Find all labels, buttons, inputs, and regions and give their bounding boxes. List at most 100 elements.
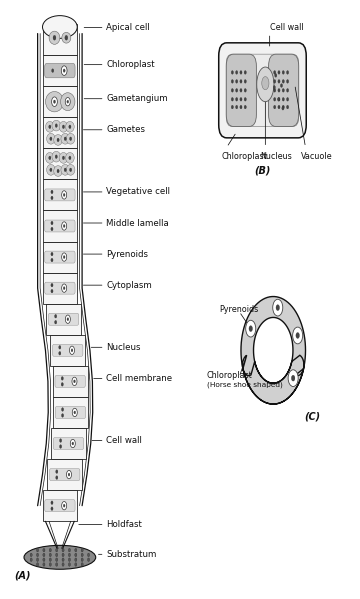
- Ellipse shape: [49, 31, 60, 44]
- FancyBboxPatch shape: [53, 437, 84, 449]
- Ellipse shape: [66, 122, 74, 132]
- Circle shape: [61, 383, 63, 386]
- FancyBboxPatch shape: [269, 54, 299, 126]
- Circle shape: [63, 225, 65, 228]
- Circle shape: [62, 501, 67, 510]
- Circle shape: [55, 558, 58, 561]
- Circle shape: [62, 548, 64, 552]
- Bar: [53, 366, 87, 397]
- Text: Holdfast: Holdfast: [107, 520, 142, 529]
- Circle shape: [278, 98, 280, 101]
- Circle shape: [278, 98, 280, 101]
- Text: (B): (B): [254, 165, 271, 176]
- Bar: [42, 55, 77, 86]
- Text: Gametes: Gametes: [107, 125, 145, 134]
- Text: Substratum: Substratum: [107, 550, 157, 559]
- Circle shape: [282, 80, 284, 83]
- Ellipse shape: [52, 120, 60, 131]
- Ellipse shape: [54, 166, 62, 176]
- Circle shape: [57, 138, 59, 142]
- Circle shape: [63, 504, 65, 507]
- Circle shape: [240, 71, 242, 74]
- Circle shape: [30, 558, 32, 561]
- Circle shape: [54, 100, 55, 104]
- Circle shape: [61, 377, 63, 380]
- Circle shape: [55, 548, 58, 552]
- Circle shape: [36, 548, 39, 552]
- Circle shape: [53, 35, 56, 40]
- Ellipse shape: [66, 153, 74, 164]
- Text: Nucleus: Nucleus: [261, 152, 292, 161]
- Text: Chloroplast: Chloroplast: [107, 60, 155, 69]
- Circle shape: [71, 349, 73, 352]
- Circle shape: [288, 370, 298, 386]
- FancyBboxPatch shape: [45, 282, 75, 294]
- Bar: [46, 304, 81, 335]
- Circle shape: [36, 562, 39, 566]
- FancyBboxPatch shape: [45, 63, 75, 78]
- Circle shape: [55, 562, 58, 566]
- Ellipse shape: [24, 545, 96, 569]
- Ellipse shape: [46, 134, 55, 144]
- Circle shape: [274, 71, 276, 74]
- Text: (A): (A): [14, 570, 31, 580]
- FancyBboxPatch shape: [53, 344, 83, 356]
- Circle shape: [244, 105, 246, 109]
- Circle shape: [74, 411, 76, 414]
- Circle shape: [273, 86, 275, 89]
- Circle shape: [75, 548, 77, 552]
- Circle shape: [296, 332, 300, 338]
- Circle shape: [55, 553, 58, 556]
- Circle shape: [72, 377, 77, 386]
- Circle shape: [62, 284, 67, 292]
- Circle shape: [240, 98, 242, 101]
- Bar: [42, 149, 77, 179]
- Circle shape: [51, 190, 53, 193]
- Circle shape: [75, 553, 77, 556]
- Circle shape: [49, 562, 51, 566]
- Circle shape: [244, 71, 246, 74]
- Ellipse shape: [66, 165, 75, 175]
- Circle shape: [244, 80, 246, 83]
- Circle shape: [275, 74, 277, 77]
- Circle shape: [231, 71, 233, 74]
- Circle shape: [51, 227, 53, 231]
- Circle shape: [81, 562, 83, 566]
- Circle shape: [49, 125, 51, 129]
- Circle shape: [51, 283, 53, 287]
- Circle shape: [231, 105, 233, 109]
- FancyBboxPatch shape: [45, 251, 75, 263]
- Text: Cell wall: Cell wall: [270, 23, 304, 32]
- Ellipse shape: [60, 93, 75, 111]
- FancyBboxPatch shape: [226, 54, 256, 126]
- Ellipse shape: [62, 32, 71, 43]
- Bar: [42, 241, 77, 273]
- Circle shape: [50, 168, 52, 171]
- Circle shape: [240, 80, 242, 83]
- Ellipse shape: [262, 77, 269, 90]
- Circle shape: [81, 558, 83, 561]
- Circle shape: [73, 380, 75, 383]
- Circle shape: [62, 414, 64, 418]
- Text: Pyrenoids: Pyrenoids: [220, 305, 259, 314]
- Circle shape: [59, 352, 61, 355]
- Circle shape: [278, 89, 280, 92]
- Circle shape: [70, 439, 75, 447]
- Circle shape: [280, 84, 283, 87]
- Circle shape: [51, 258, 53, 262]
- Circle shape: [49, 548, 51, 552]
- Circle shape: [246, 320, 256, 337]
- Circle shape: [282, 89, 284, 92]
- Circle shape: [231, 80, 233, 83]
- Bar: [42, 24, 77, 55]
- Circle shape: [69, 156, 71, 160]
- Circle shape: [65, 98, 70, 106]
- Circle shape: [65, 315, 70, 323]
- FancyBboxPatch shape: [45, 500, 75, 512]
- Circle shape: [87, 558, 90, 561]
- Circle shape: [62, 156, 64, 160]
- Circle shape: [287, 105, 289, 109]
- Circle shape: [68, 558, 71, 561]
- Circle shape: [62, 222, 67, 230]
- Ellipse shape: [54, 135, 62, 146]
